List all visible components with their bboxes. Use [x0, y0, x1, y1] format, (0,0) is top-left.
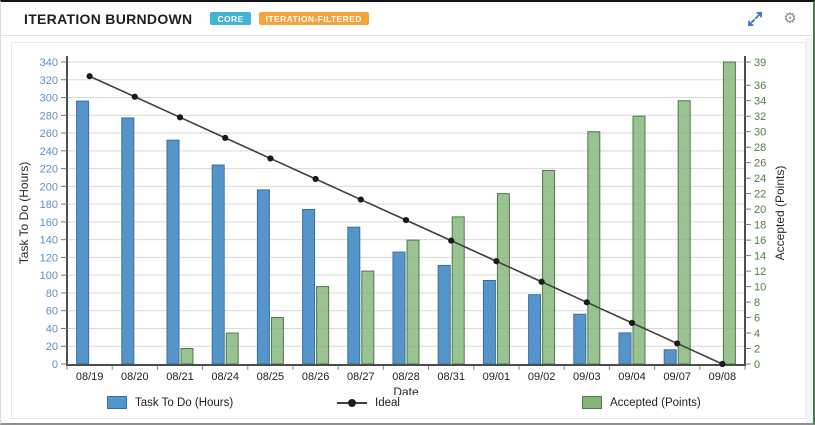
svg-text:2: 2	[754, 344, 760, 356]
svg-text:100: 100	[40, 270, 58, 282]
svg-text:140: 140	[40, 235, 58, 247]
svg-text:28: 28	[754, 142, 766, 154]
svg-text:09/04: 09/04	[618, 371, 646, 383]
svg-text:09/01: 09/01	[483, 371, 511, 383]
legend-item-task-to-do[interactable]: Task To Do (Hours)	[107, 396, 233, 409]
burndown-chart: 0204060801001201401601802002202402602803…	[17, 56, 787, 399]
svg-text:08/21: 08/21	[166, 371, 194, 383]
svg-text:09/08: 09/08	[709, 371, 737, 383]
svg-text:09/07: 09/07	[663, 371, 691, 383]
legend-swatch-task-to-do	[107, 396, 127, 409]
svg-text:08/25: 08/25	[257, 371, 285, 383]
svg-text:16: 16	[754, 235, 766, 247]
svg-text:280: 280	[40, 110, 58, 122]
legend-label-accepted: Accepted (Points)	[610, 396, 701, 409]
svg-text:08/28: 08/28	[392, 371, 420, 383]
svg-text:09/03: 09/03	[573, 371, 601, 383]
legend-label-ideal: Ideal	[375, 396, 400, 409]
svg-text:14: 14	[754, 251, 766, 263]
iteration-filtered-badge: ITERATION-FILTERED	[258, 11, 369, 26]
svg-text:08/24: 08/24	[211, 371, 239, 383]
svg-text:08/27: 08/27	[347, 371, 375, 383]
svg-text:18: 18	[754, 220, 766, 232]
svg-text:60: 60	[46, 306, 58, 318]
svg-text:09/02: 09/02	[528, 371, 556, 383]
legend-swatch-accepted	[582, 396, 602, 409]
svg-text:30: 30	[754, 127, 766, 139]
svg-text:34: 34	[754, 96, 766, 108]
burndown-chart-card: 0 20 40 60 80 100 120 140 160 180 200 220 240 260 280 3…	[11, 42, 806, 419]
expand-icon[interactable]	[746, 10, 764, 28]
svg-text:22: 22	[754, 189, 766, 201]
svg-text:180: 180	[40, 199, 58, 211]
svg-text:300: 300	[40, 93, 58, 105]
svg-text:340: 340	[40, 57, 58, 69]
page-title: ITERATION BURNDOWN	[24, 10, 193, 27]
svg-text:36: 36	[754, 80, 766, 92]
panel-header: ITERATION BURNDOWN CORE ITERATION-FILTER…	[1, 2, 813, 35]
svg-text:120: 120	[40, 252, 58, 264]
legend-item-accepted[interactable]: Accepted (Points)	[582, 396, 701, 409]
header-separator	[1, 35, 813, 36]
svg-text:10: 10	[754, 282, 766, 294]
svg-text:39: 39	[754, 57, 766, 69]
svg-text:08/19: 08/19	[76, 371, 104, 383]
svg-text:220: 220	[40, 164, 58, 176]
svg-text:20: 20	[46, 341, 58, 353]
svg-text:Date: Date	[393, 385, 419, 395]
svg-text:12: 12	[754, 266, 766, 278]
legend-item-ideal[interactable]: Ideal	[337, 396, 400, 409]
svg-text:08/26: 08/26	[302, 371, 330, 383]
svg-text:26: 26	[754, 158, 766, 170]
header-actions: ⚙	[746, 2, 799, 35]
svg-text:32: 32	[754, 111, 766, 123]
svg-text:4: 4	[754, 328, 760, 340]
svg-text:8: 8	[754, 297, 760, 309]
gear-icon[interactable]: ⚙	[783, 10, 797, 27]
svg-text:Task To Do (Hours): Task To Do (Hours)	[17, 162, 31, 264]
svg-text:0: 0	[52, 359, 58, 371]
legend-marker-ideal	[337, 396, 367, 409]
svg-text:0: 0	[754, 359, 760, 371]
svg-text:Accepted (Points): Accepted (Points)	[773, 166, 787, 261]
svg-text:240: 240	[40, 146, 58, 158]
svg-text:80: 80	[46, 288, 58, 300]
svg-text:08/20: 08/20	[121, 371, 149, 383]
legend-label-task-to-do: Task To Do (Hours)	[135, 396, 234, 409]
svg-text:40: 40	[46, 323, 58, 335]
svg-text:260: 260	[40, 128, 58, 140]
svg-text:320: 320	[40, 75, 58, 87]
svg-text:08/31: 08/31	[437, 371, 465, 383]
right-scroll-gutter[interactable]	[806, 38, 813, 423]
svg-text:24: 24	[754, 173, 766, 185]
svg-text:20: 20	[754, 204, 766, 216]
svg-text:200: 200	[40, 181, 58, 193]
svg-text:6: 6	[754, 313, 760, 325]
chart-legend: Task To Do (Hours) Ideal Accepted (Point…	[12, 396, 805, 418]
svg-text:160: 160	[40, 217, 58, 229]
core-badge: CORE	[210, 11, 251, 26]
